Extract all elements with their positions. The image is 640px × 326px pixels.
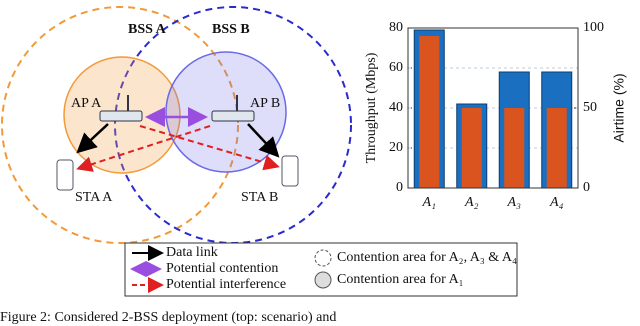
diagram: BSS A BSS B AP A AP B STA A STA B bbox=[1, 6, 352, 244]
legend-label: Data link bbox=[166, 245, 218, 260]
sta-a-label: STA A bbox=[75, 190, 113, 205]
y-tick-label: 60 bbox=[389, 60, 403, 75]
interference-arrow bbox=[139, 125, 280, 171]
x-tick-label: A₄ bbox=[549, 195, 564, 210]
x-tick-label: A₃ bbox=[507, 195, 522, 210]
ap-a-icon bbox=[99, 95, 143, 122]
bss-b-label: BSS B bbox=[212, 22, 250, 37]
y-tick-label: 20 bbox=[389, 140, 403, 155]
legend-box bbox=[124, 242, 518, 297]
legend-label: Contention area for A₁ bbox=[337, 272, 464, 287]
y-axis-label: Throughput (Mbps) bbox=[364, 52, 379, 163]
interference-arrow bbox=[76, 125, 211, 172]
caption: Figure 2: Considered 2-BSS deployment (t… bbox=[0, 310, 336, 325]
y-tick-label: 0 bbox=[396, 180, 403, 195]
data-link bbox=[76, 123, 109, 154]
bss-a-label: BSS A bbox=[128, 22, 167, 37]
legend-label: Contention area for A₂, A₃ & A₄ bbox=[337, 250, 517, 265]
chart: 0 20 40 60 80 0 50 100 A₁ A₂ A₃ A₄ Throughput (Mbps)… bbox=[364, 20, 626, 210]
y2-axis-label: Airtime (%) bbox=[611, 73, 627, 142]
bss-a-area bbox=[1, 6, 239, 244]
legend: Data link Potential contention Potential… bbox=[124, 242, 518, 297]
y2-tick-label: 0 bbox=[583, 180, 590, 195]
ap-a-label: AP A bbox=[71, 96, 102, 111]
sta-b-icon bbox=[281, 155, 299, 187]
sta-a-icon bbox=[56, 159, 74, 191]
bar bbox=[461, 108, 482, 188]
ap-b-icon bbox=[211, 95, 255, 122]
legend-symbol bbox=[314, 271, 332, 289]
bar bbox=[504, 108, 525, 188]
sta-b-label: STA B bbox=[241, 190, 278, 205]
data-link bbox=[247, 123, 280, 158]
legend-symbol bbox=[314, 249, 332, 267]
x-tick-label: A₁ bbox=[422, 195, 436, 210]
bar bbox=[419, 36, 440, 188]
y-tick-label: 40 bbox=[389, 100, 403, 115]
legend-label: Potential interference bbox=[166, 277, 286, 292]
legend-label: Potential contention bbox=[166, 261, 278, 276]
plot-frame bbox=[407, 27, 579, 189]
bar bbox=[546, 108, 567, 188]
y2-tick-label: 50 bbox=[583, 100, 597, 115]
y2-tick-label: 100 bbox=[583, 20, 604, 35]
ap-b-label: AP B bbox=[250, 96, 280, 111]
y-tick-label: 80 bbox=[389, 20, 403, 35]
x-tick-label: A₂ bbox=[464, 195, 479, 210]
